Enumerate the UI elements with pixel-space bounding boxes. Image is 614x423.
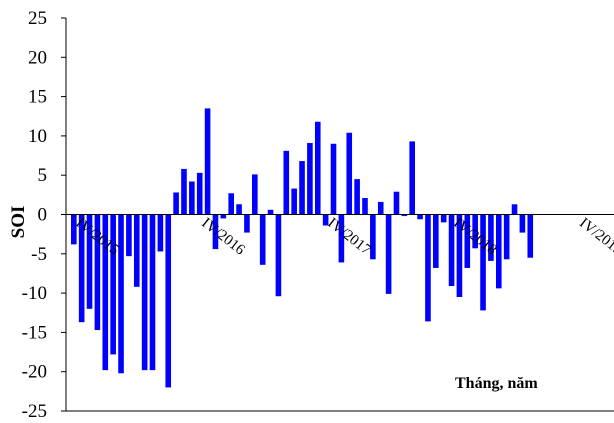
bar: [519, 214, 526, 233]
bar: [212, 214, 219, 250]
bar: [354, 179, 360, 215]
bar: [86, 214, 93, 309]
y-axis-ticks: 25 20 15 10 5 0 -5 -10 -15 -20 -25: [22, 8, 66, 422]
bar: [228, 193, 234, 215]
bar: [141, 214, 148, 371]
x-category-label: IV/2019: [576, 215, 614, 258]
bar: [409, 141, 416, 215]
y-tick-label: -25: [22, 401, 47, 422]
bar: [78, 214, 85, 323]
bar: [275, 214, 282, 297]
y-tick-label: 25: [28, 8, 47, 29]
bar: [189, 181, 195, 215]
bar: [236, 204, 242, 215]
bar: [377, 201, 384, 215]
y-tick-label: -20: [22, 362, 47, 383]
bar: [133, 214, 140, 287]
bar: [488, 214, 494, 261]
y-tick-label: 20: [28, 47, 47, 68]
y-axis-title: SOI: [8, 206, 29, 239]
bar: [511, 204, 518, 215]
bar: [401, 214, 408, 217]
y-tick-label: -5: [31, 244, 47, 265]
bar: [196, 172, 203, 215]
bar: [252, 174, 258, 215]
bar: [157, 214, 164, 252]
bar: [346, 132, 353, 215]
bar: [472, 214, 478, 249]
bars-group: [71, 108, 534, 388]
bar: [118, 214, 124, 374]
bar: [71, 214, 77, 245]
bar: [110, 214, 116, 355]
bar: [244, 214, 250, 233]
bar: [480, 214, 486, 311]
bar: [338, 214, 345, 263]
x-category-label: IV/2017: [324, 215, 374, 259]
x-category-label: IV/2016: [198, 215, 248, 259]
y-tick-label: 5: [38, 165, 48, 186]
y-tick-label: -15: [22, 322, 47, 343]
y-tick-label: -10: [22, 283, 47, 304]
bar: [448, 214, 455, 287]
bar: [456, 214, 463, 298]
bar: [291, 188, 297, 215]
bar: [503, 214, 510, 260]
bar: [385, 214, 392, 294]
bar: [370, 214, 376, 260]
bar: [204, 108, 211, 215]
bar: [94, 214, 101, 331]
bar: [283, 150, 290, 215]
bar: [173, 192, 179, 215]
bar: [126, 214, 132, 257]
bar: [362, 197, 368, 215]
bar: [149, 214, 156, 371]
bar: [495, 214, 502, 289]
bar: [527, 214, 534, 258]
bar: [314, 121, 321, 215]
y-tick-label: 15: [28, 87, 47, 108]
bar: [259, 214, 266, 265]
bar: [417, 214, 423, 220]
bar: [102, 214, 109, 371]
bar: [330, 143, 337, 215]
bar: [433, 214, 439, 268]
x-axis-title: Tháng, năm: [455, 375, 538, 392]
bar: [322, 214, 329, 226]
y-tick-label: 0: [38, 205, 48, 226]
bar: [425, 214, 431, 322]
bar: [267, 209, 274, 215]
bar: [165, 214, 172, 388]
bar: [464, 214, 471, 268]
bar: [393, 191, 400, 215]
bar: [220, 214, 227, 219]
bar: [440, 214, 447, 223]
y-tick-label: 10: [28, 126, 47, 147]
bar: [307, 142, 313, 215]
bar: [299, 161, 305, 215]
bar: [181, 168, 187, 215]
